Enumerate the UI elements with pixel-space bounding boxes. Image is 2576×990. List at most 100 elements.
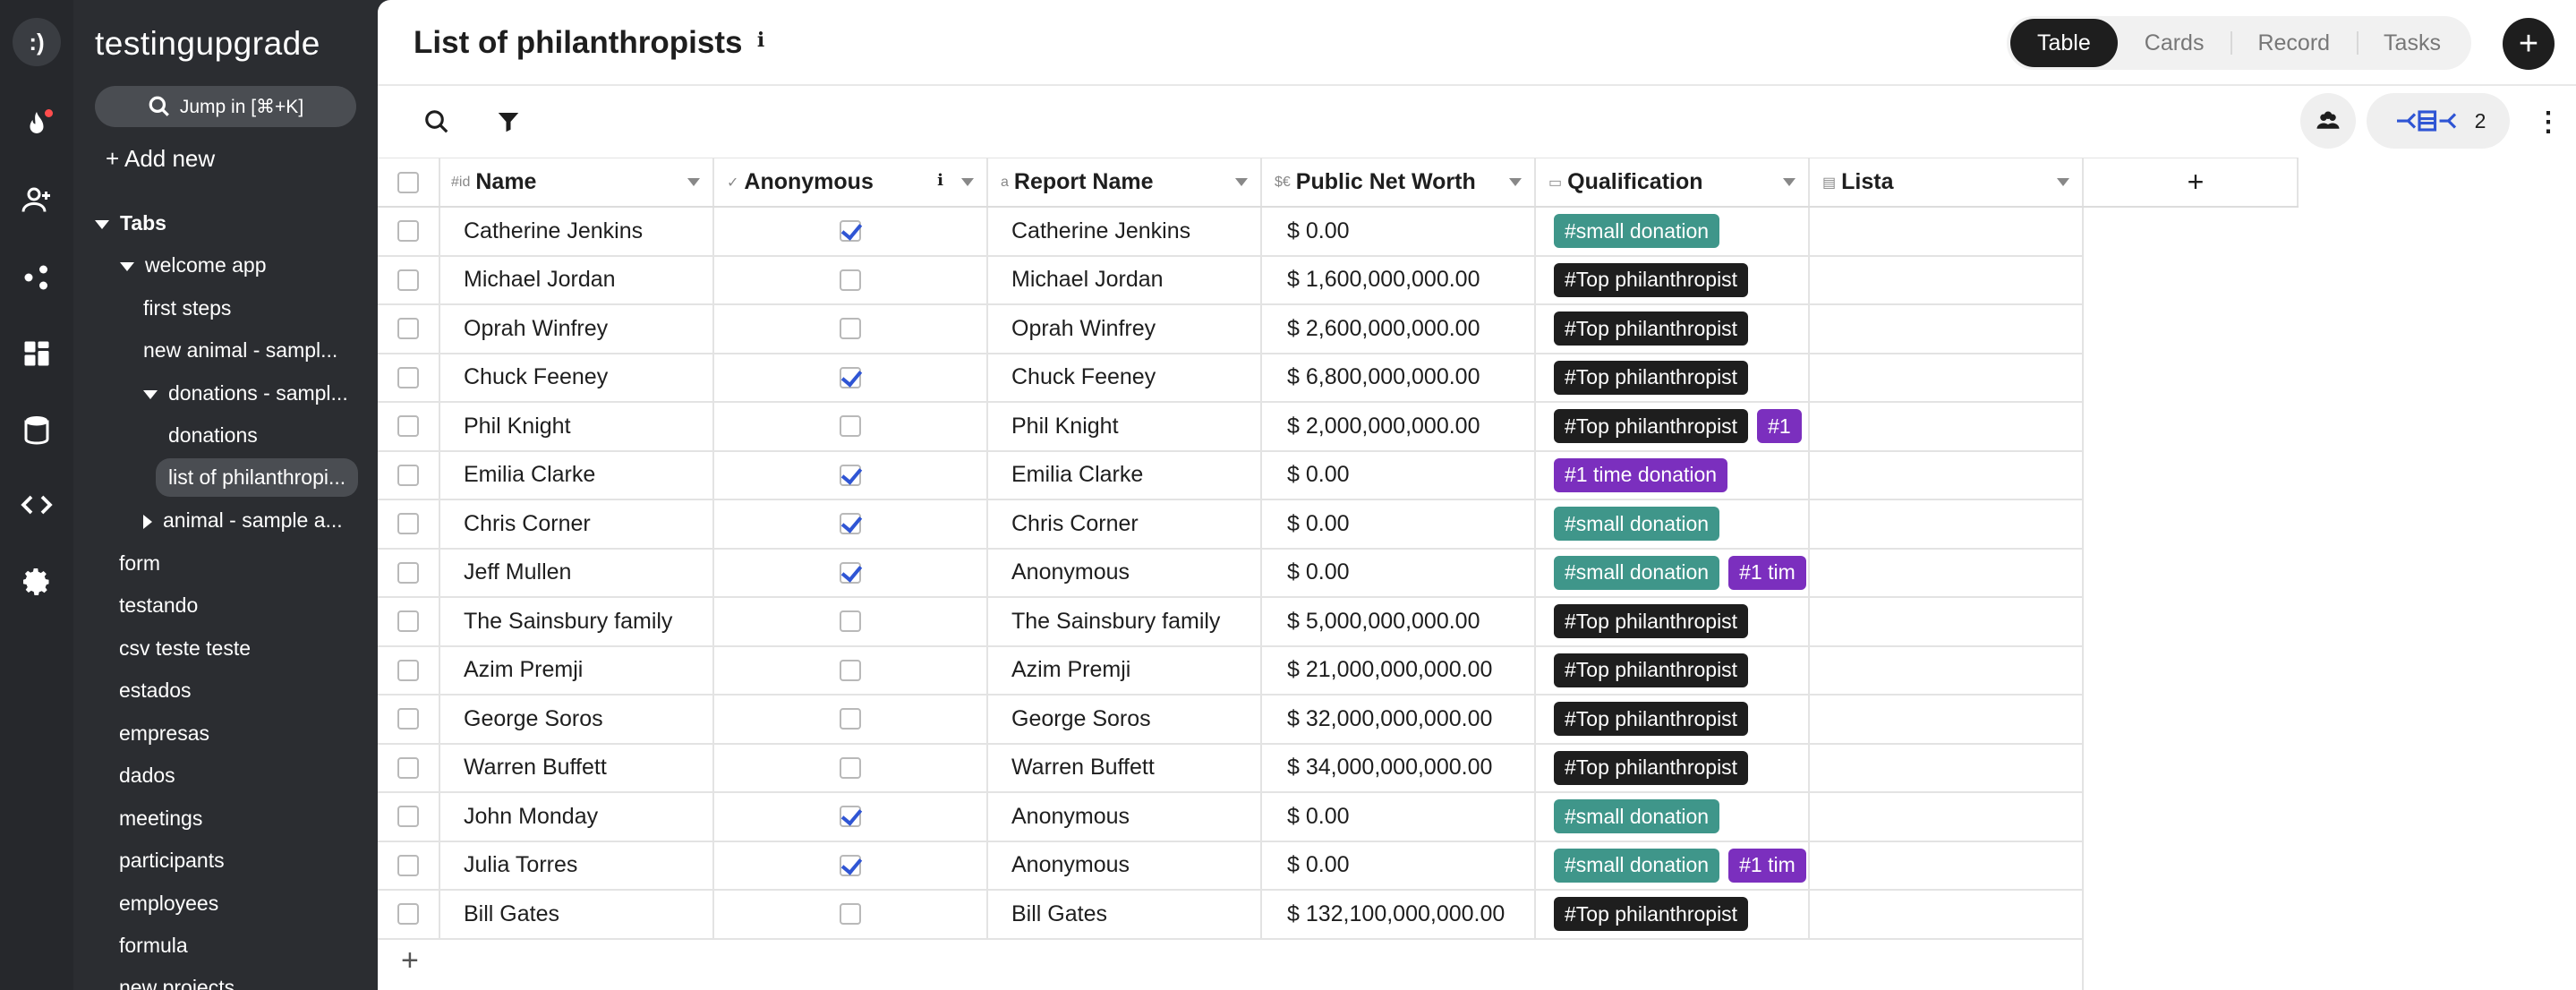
- cell-lista[interactable]: [1810, 549, 2084, 596]
- sidebar-item-animal-sample[interactable]: animal - sample a...: [143, 508, 343, 533]
- cell-report-name[interactable]: The Sainsbury family: [988, 598, 1262, 645]
- jump-in-button[interactable]: Jump in [⌘+K]: [95, 86, 356, 127]
- anonymous-checkbox[interactable]: [840, 756, 861, 779]
- table-row[interactable]: Azim Premji Azim Premji $ 21,000,000,000.0…: [378, 646, 2084, 696]
- anonymous-checkbox[interactable]: [840, 220, 861, 243]
- add-column-button[interactable]: +: [2084, 158, 2299, 206]
- column-header-lista[interactable]: ▤ Lista: [1810, 158, 2084, 206]
- cell-report-name[interactable]: George Soros: [988, 696, 1262, 743]
- cell-report-name[interactable]: Catherine Jenkins: [988, 208, 1262, 255]
- sidebar-item-first-steps[interactable]: first steps: [143, 296, 232, 320]
- cell-qualification[interactable]: #Top philanthropist: [1536, 598, 1810, 645]
- sidebar-item-empresas[interactable]: empresas: [119, 721, 209, 745]
- cell-name[interactable]: John Monday: [440, 793, 714, 841]
- add-button[interactable]: +: [2503, 18, 2555, 70]
- row-select-checkbox[interactable]: [378, 305, 440, 353]
- row-select-checkbox[interactable]: [378, 598, 440, 645]
- table-row[interactable]: Oprah Winfrey Oprah Winfrey $ 2,600,000,00…: [378, 305, 2084, 354]
- cell-public-net-worth[interactable]: $ 5,000,000,000.00: [1262, 598, 1536, 645]
- sidebar-item-csv-teste[interactable]: csv teste teste: [119, 636, 252, 660]
- row-select-checkbox[interactable]: [378, 793, 440, 841]
- table-row[interactable]: Michael Jordan Michael Jordan $ 1,600,000,…: [378, 256, 2084, 305]
- cell-anonymous[interactable]: [714, 696, 988, 743]
- cell-anonymous[interactable]: [714, 403, 988, 450]
- cell-lista[interactable]: [1810, 208, 2084, 255]
- cell-anonymous[interactable]: [714, 549, 988, 596]
- cell-anonymous[interactable]: [714, 451, 988, 499]
- cell-lista[interactable]: [1810, 598, 2084, 645]
- sidebar-item-testando[interactable]: testando: [119, 593, 199, 617]
- filter-icon[interactable]: [490, 104, 526, 140]
- anonymous-checkbox[interactable]: [840, 659, 861, 681]
- sidebar-item-form[interactable]: form: [119, 551, 160, 575]
- row-select-checkbox[interactable]: [378, 744, 440, 791]
- cell-lista[interactable]: [1810, 793, 2084, 841]
- cell-name[interactable]: Emilia Clarke: [440, 451, 714, 499]
- cell-public-net-worth[interactable]: $ 2,600,000,000.00: [1262, 305, 1536, 353]
- add-user-icon[interactable]: [19, 182, 55, 218]
- tab-table[interactable]: Table: [2010, 19, 2118, 67]
- cell-name[interactable]: Michael Jordan: [440, 256, 714, 303]
- gear-icon[interactable]: [19, 564, 55, 600]
- cell-name[interactable]: Catherine Jenkins: [440, 208, 714, 255]
- cell-report-name[interactable]: Phil Knight: [988, 403, 1262, 450]
- anonymous-checkbox[interactable]: [840, 806, 861, 828]
- cell-public-net-worth[interactable]: $ 0.00: [1262, 793, 1536, 841]
- cell-name[interactable]: Azim Premji: [440, 646, 714, 694]
- tab-cards[interactable]: Cards: [2144, 30, 2205, 55]
- cell-public-net-worth[interactable]: $ 32,000,000,000.00: [1262, 696, 1536, 743]
- cell-public-net-worth[interactable]: $ 34,000,000,000.00: [1262, 744, 1536, 791]
- info-icon[interactable]: i: [756, 29, 765, 52]
- anonymous-checkbox[interactable]: [840, 415, 861, 438]
- table-row[interactable]: George Soros George Soros $ 32,000,000,000…: [378, 696, 2084, 745]
- sidebar-item-welcome-app[interactable]: welcome app: [120, 253, 267, 277]
- cell-anonymous[interactable]: [714, 256, 988, 303]
- cell-lista[interactable]: [1810, 696, 2084, 743]
- cell-qualification[interactable]: #Top philanthropist: [1536, 696, 1810, 743]
- cell-name[interactable]: Jeff Mullen: [440, 549, 714, 596]
- code-icon[interactable]: [19, 487, 55, 523]
- cell-anonymous[interactable]: [714, 744, 988, 791]
- cell-name[interactable]: George Soros: [440, 696, 714, 743]
- cell-report-name[interactable]: Michael Jordan: [988, 256, 1262, 303]
- cell-public-net-worth[interactable]: $ 0.00: [1262, 208, 1536, 255]
- database-icon[interactable]: [19, 412, 55, 448]
- table-row[interactable]: The Sainsbury family The Sainsbury family…: [378, 598, 2084, 647]
- sidebar-item-meetings[interactable]: meetings: [119, 807, 203, 830]
- table-row[interactable]: Chuck Feeney Chuck Feeney $ 6,800,000,000.…: [378, 354, 2084, 403]
- sidebar-item-list-of-philanthropists[interactable]: list of philanthropi...: [156, 458, 359, 497]
- anonymous-checkbox[interactable]: [840, 561, 861, 584]
- add-row-button[interactable]: +: [401, 943, 419, 977]
- cell-report-name[interactable]: Anonymous: [988, 841, 1262, 889]
- users-icon[interactable]: [2300, 93, 2356, 149]
- cell-anonymous[interactable]: [714, 598, 988, 645]
- cell-qualification[interactable]: #small donation #1 tim: [1536, 841, 1810, 889]
- cell-public-net-worth[interactable]: $ 1,600,000,000.00: [1262, 256, 1536, 303]
- cell-lista[interactable]: [1810, 451, 2084, 499]
- table-row[interactable]: Julia Torres Anonymous $ 0.00 #small donati…: [378, 841, 2084, 891]
- row-select-checkbox[interactable]: [378, 696, 440, 743]
- row-select-checkbox[interactable]: [378, 451, 440, 499]
- cell-lista[interactable]: [1810, 354, 2084, 401]
- anonymous-checkbox[interactable]: [840, 318, 861, 340]
- anonymous-checkbox[interactable]: [840, 610, 861, 633]
- add-new-button[interactable]: + Add new: [106, 145, 216, 172]
- cell-anonymous[interactable]: [714, 208, 988, 255]
- cell-report-name[interactable]: Chuck Feeney: [988, 354, 1262, 401]
- anonymous-checkbox[interactable]: [840, 269, 861, 291]
- table-row[interactable]: Warren Buffett Warren Buffett $ 34,000,000…: [378, 744, 2084, 793]
- cell-qualification[interactable]: #small donation: [1536, 793, 1810, 841]
- cell-name[interactable]: Oprah Winfrey: [440, 305, 714, 353]
- anonymous-checkbox[interactable]: [840, 903, 861, 926]
- row-select-checkbox[interactable]: [378, 208, 440, 255]
- cell-public-net-worth[interactable]: $ 2,000,000,000.00: [1262, 403, 1536, 450]
- share-icon[interactable]: [19, 260, 55, 295]
- cell-lista[interactable]: [1810, 744, 2084, 791]
- cell-report-name[interactable]: Oprah Winfrey: [988, 305, 1262, 353]
- sidebar-item-new-animal[interactable]: new animal - sampl...: [143, 338, 338, 362]
- cell-report-name[interactable]: Emilia Clarke: [988, 451, 1262, 499]
- cell-qualification[interactable]: #Top philanthropist: [1536, 891, 1810, 938]
- cell-public-net-worth[interactable]: $ 6,800,000,000.00: [1262, 354, 1536, 401]
- tabs-section[interactable]: Tabs: [95, 211, 166, 235]
- sidebar-item-employees[interactable]: employees: [119, 892, 219, 915]
